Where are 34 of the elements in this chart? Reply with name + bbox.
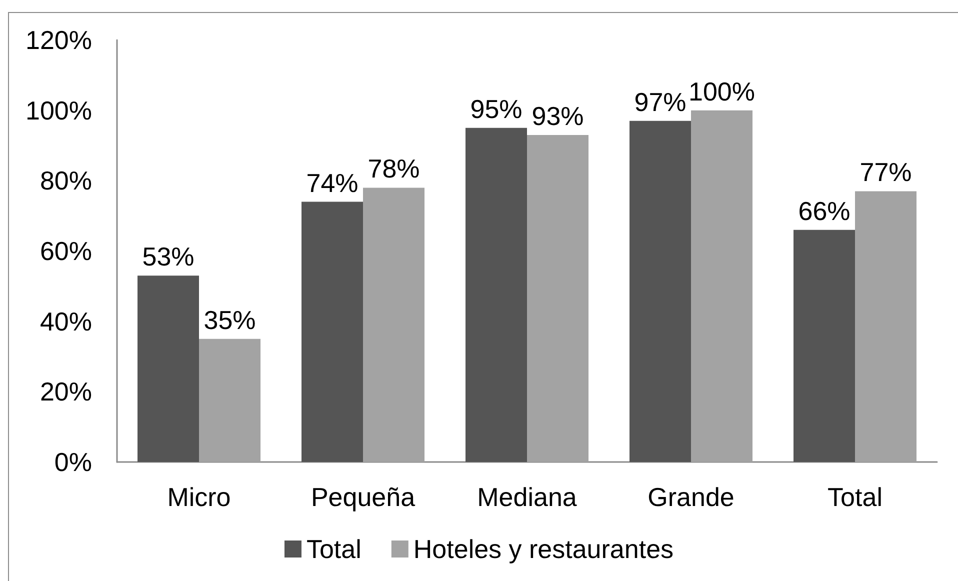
y-tick-label: 40%: [40, 306, 92, 336]
data-label: 95%: [470, 94, 522, 124]
x-tick-label: Total: [828, 482, 882, 512]
legend-label: Hoteles y restaurantes: [413, 534, 674, 564]
x-tick-label: Mediana: [477, 482, 578, 512]
x-tick-label: Pequeña: [310, 482, 416, 512]
data-label: 74%: [306, 168, 358, 198]
y-tick-label: 120%: [26, 25, 92, 55]
bar: [527, 134, 588, 462]
x-tick-label: Grande: [648, 482, 734, 512]
y-tick-label: 20%: [40, 376, 92, 407]
data-label: 100%: [688, 76, 755, 106]
y-tick-label: 100%: [26, 95, 92, 126]
bar: [794, 230, 855, 462]
data-label: 78%: [368, 154, 420, 184]
bar: [302, 202, 363, 462]
y-tick-label: 60%: [40, 236, 92, 266]
data-label: 97%: [634, 86, 686, 117]
bar: [466, 128, 527, 462]
bar: [138, 276, 199, 462]
bar: [363, 188, 424, 462]
data-label: 53%: [142, 242, 194, 272]
bar: [855, 191, 916, 462]
bar: [691, 110, 752, 462]
x-tick-label: Micro: [167, 482, 231, 512]
bar: [199, 338, 260, 462]
y-tick-label: 80%: [40, 166, 92, 196]
data-label: 93%: [532, 100, 584, 131]
legend-label: Total: [306, 534, 362, 564]
bar: [630, 120, 691, 462]
data-label: 66%: [798, 196, 850, 226]
data-label: 35%: [204, 304, 256, 335]
data-label: 77%: [860, 157, 912, 188]
y-tick-label: 0%: [54, 447, 92, 477]
